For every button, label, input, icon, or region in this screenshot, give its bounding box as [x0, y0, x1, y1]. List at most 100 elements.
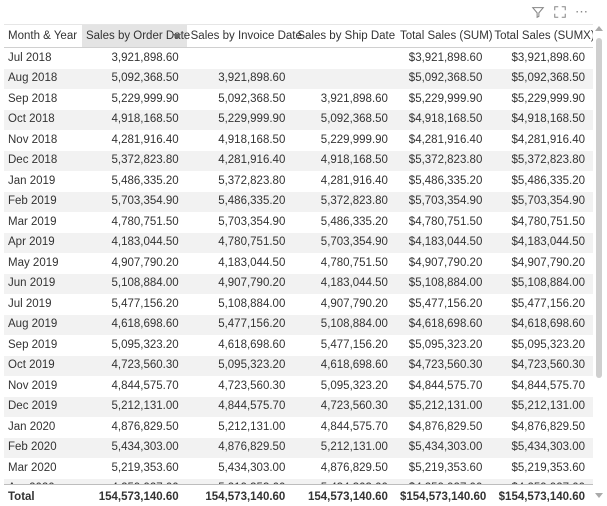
table-row[interactable]: Nov 20184,281,916.404,918,168.505,229,99…: [4, 130, 593, 151]
cell-invoice: 5,229,999.90: [187, 110, 294, 131]
cell-month: Jan 2019: [4, 171, 82, 192]
cell-sum: $4,780,751.50: [396, 212, 490, 233]
table-row[interactable]: Mar 20194,780,751.505,703,354.905,486,33…: [4, 212, 593, 233]
cell-sum: $4,844,575.70: [396, 376, 490, 397]
cell-order: 4,723,560.30: [82, 356, 187, 377]
cell-sumx: $5,703,354.90: [490, 192, 593, 213]
cell-month: Nov 2018: [4, 130, 82, 151]
cell-invoice: 4,876,829.50: [187, 438, 294, 459]
cell-order: 4,907,790.20: [82, 253, 187, 274]
column-header-sum[interactable]: Total Sales (SUM): [396, 25, 490, 48]
column-header-ship[interactable]: Sales by Ship Date: [293, 25, 396, 48]
table-row[interactable]: Jul 20183,921,898.60$3,921,898.60$3,921,…: [4, 48, 593, 69]
cell-order: 5,434,303.00: [82, 438, 187, 459]
cell-month: Dec 2019: [4, 397, 82, 418]
cell-invoice: 5,095,323.20: [187, 356, 294, 377]
table-row[interactable]: Feb 20205,434,303.004,876,829.505,212,13…: [4, 438, 593, 459]
cell-ship: 4,183,044.50: [293, 274, 396, 295]
scroll-thumb[interactable]: [596, 38, 602, 378]
table-row[interactable]: Aug 20185,092,368.503,921,898.60$5,092,3…: [4, 69, 593, 90]
cell-ship: 5,212,131.00: [293, 438, 396, 459]
cell-invoice: 4,918,168.50: [187, 130, 294, 151]
table-row[interactable]: Sep 20185,229,999.905,092,368.503,921,89…: [4, 89, 593, 110]
cell-month: Jan 2020: [4, 417, 82, 438]
cell-order: 5,092,368.50: [82, 69, 187, 90]
table-row[interactable]: Dec 20185,372,823.804,281,916.404,918,16…: [4, 151, 593, 172]
cell-ship: 5,095,323.20: [293, 376, 396, 397]
cell-month: Sep 2019: [4, 335, 82, 356]
cell-sum: $4,259,927.00: [396, 479, 490, 484]
cell-month: Aug 2018: [4, 69, 82, 90]
table-row[interactable]: Oct 20194,723,560.305,095,323.204,618,69…: [4, 356, 593, 377]
table-row[interactable]: Jan 20195,486,335.205,372,823.804,281,91…: [4, 171, 593, 192]
column-header-invoice[interactable]: Sales by Invoice Date: [187, 25, 294, 48]
table-row[interactable]: Mar 20205,219,353.605,434,303.004,876,82…: [4, 458, 593, 479]
column-header-order[interactable]: Sales by Order Date: [82, 25, 187, 48]
cell-ship: [293, 69, 396, 90]
table-row[interactable]: Jul 20195,477,156.205,108,884.004,907,79…: [4, 294, 593, 315]
cell-sumx: $4,281,916.40: [490, 130, 593, 151]
cell-invoice: 4,907,790.20: [187, 274, 294, 295]
cell-ship: 4,844,575.70: [293, 417, 396, 438]
total-sum: $154,573,140.60: [396, 485, 490, 503]
table-row[interactable]: Nov 20194,844,575.704,723,560.305,095,32…: [4, 376, 593, 397]
column-header-sumx[interactable]: Total Sales (SUMX): [490, 25, 593, 48]
cell-sumx: $5,108,884.00: [490, 274, 593, 295]
total-ship: 154,573,140.60: [293, 485, 396, 503]
cell-order: 4,780,751.50: [82, 212, 187, 233]
cell-sumx: $4,183,044.50: [490, 233, 593, 254]
cell-ship: [293, 48, 396, 69]
cell-sum: $4,876,829.50: [396, 417, 490, 438]
cell-sum: $4,183,044.50: [396, 233, 490, 254]
vertical-scrollbar[interactable]: [595, 24, 603, 502]
cell-month: Apr 2019: [4, 233, 82, 254]
cell-order: 5,229,999.90: [82, 89, 187, 110]
cell-sum: $4,907,790.20: [396, 253, 490, 274]
table-row[interactable]: Sep 20195,095,323.204,618,698.605,477,15…: [4, 335, 593, 356]
cell-month: Aug 2019: [4, 315, 82, 336]
cell-invoice: 4,723,560.30: [187, 376, 294, 397]
cell-sumx: $5,372,823.80: [490, 151, 593, 172]
cell-month: May 2019: [4, 253, 82, 274]
cell-order: 5,095,323.20: [82, 335, 187, 356]
cell-invoice: 5,212,131.00: [187, 417, 294, 438]
table-row[interactable]: Oct 20184,918,168.505,229,999.905,092,36…: [4, 110, 593, 131]
table-row[interactable]: Jun 20195,108,884.004,907,790.204,183,04…: [4, 274, 593, 295]
cell-invoice: 5,434,303.00: [187, 458, 294, 479]
cell-sumx: $4,618,698.60: [490, 315, 593, 336]
table-row[interactable]: Apr 20194,183,044.504,780,751.505,703,35…: [4, 233, 593, 254]
cell-invoice: [187, 48, 294, 69]
cell-ship: 5,108,884.00: [293, 315, 396, 336]
cell-month: Oct 2019: [4, 356, 82, 377]
table-row[interactable]: Jan 20204,876,829.505,212,131.004,844,57…: [4, 417, 593, 438]
cell-ship: 4,918,168.50: [293, 151, 396, 172]
table-row[interactable]: Aug 20194,618,698.605,477,156.205,108,88…: [4, 315, 593, 336]
cell-sum: $5,212,131.00: [396, 397, 490, 418]
cell-sum: $5,372,823.80: [396, 151, 490, 172]
cell-sumx: $4,907,790.20: [490, 253, 593, 274]
total-label: Total: [4, 485, 82, 503]
cell-month: Mar 2019: [4, 212, 82, 233]
cell-sumx: $5,095,323.20: [490, 335, 593, 356]
cell-month: Jul 2019: [4, 294, 82, 315]
scroll-down-icon[interactable]: [595, 493, 603, 498]
table-row[interactable]: May 20194,907,790.204,183,044.504,780,75…: [4, 253, 593, 274]
column-header-month[interactable]: Month & Year: [4, 25, 82, 48]
scroll-up-icon[interactable]: [595, 26, 603, 31]
cell-sumx: $4,918,168.50: [490, 110, 593, 131]
focus-mode-icon[interactable]: [553, 5, 567, 19]
cell-sum: $4,723,560.30: [396, 356, 490, 377]
cell-invoice: 4,780,751.50: [187, 233, 294, 254]
total-invoice: 154,573,140.60: [187, 485, 294, 503]
data-table: Month & YearSales by Order DateSales by …: [4, 25, 593, 48]
cell-sum: $5,434,303.00: [396, 438, 490, 459]
cell-order: 3,921,898.60: [82, 48, 187, 69]
total-sumx: $154,573,140.60: [490, 485, 593, 503]
cell-sumx: $5,092,368.50: [490, 69, 593, 90]
cell-invoice: 5,486,335.20: [187, 192, 294, 213]
table-row[interactable]: Dec 20195,212,131.004,844,575.704,723,56…: [4, 397, 593, 418]
cell-order: 4,183,044.50: [82, 233, 187, 254]
table-row[interactable]: Feb 20195,703,354.905,486,335.205,372,82…: [4, 192, 593, 213]
more-options-icon[interactable]: ⋯: [575, 4, 589, 20]
filter-icon[interactable]: [531, 5, 545, 19]
